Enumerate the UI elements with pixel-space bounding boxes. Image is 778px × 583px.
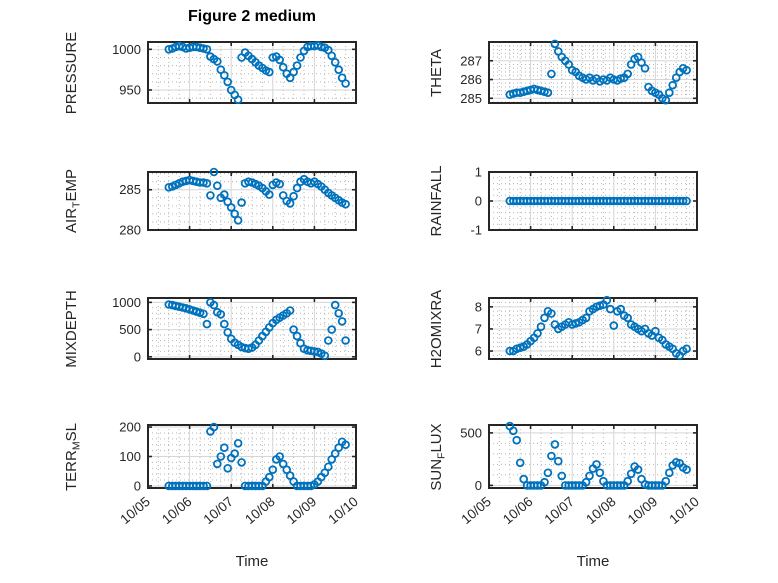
- xtick-label: 10/06: [159, 494, 195, 527]
- ylabel-text: EMP: [63, 169, 80, 202]
- ytick-label: 286: [460, 72, 482, 87]
- xlabel-time-left: Time: [235, 553, 269, 570]
- ytick-label: 0: [475, 194, 482, 209]
- axes-box: [147, 297, 357, 360]
- ytick-label: 0: [134, 478, 141, 493]
- xtick-label: 10/08: [242, 494, 278, 527]
- figure-title: Figure 2 medium: [187, 8, 317, 25]
- axes-box: [488, 41, 698, 104]
- xtick-label: 10/07: [542, 494, 578, 527]
- xtick-label: 10/05: [117, 494, 153, 527]
- ytick-label: 7: [475, 321, 482, 336]
- ytick-label: 285: [119, 182, 141, 197]
- data-markers: [164, 298, 350, 361]
- subplot-pressure: 950 1000: [112, 40, 357, 104]
- ytick-label: 6: [475, 344, 482, 359]
- ytick-label: 287: [460, 53, 482, 68]
- tick-marks: [488, 171, 698, 231]
- ylabel-terr-msl: TERRMSL: [61, 347, 83, 567]
- xtick-label: 10/10: [325, 494, 361, 527]
- data-markers: [505, 295, 691, 360]
- xtick-label: 10/09: [284, 494, 320, 527]
- ytick-label: 1: [475, 165, 482, 180]
- ytick-label: 8: [475, 299, 482, 314]
- ytick-label: 500: [460, 425, 482, 440]
- subplot-terr-msl: 0 100 200 10/05 10/06 10/07 10/08 10/09 10/10: [117, 420, 361, 527]
- ytick-label: 500: [119, 322, 141, 337]
- ylabel-subscript: M: [70, 440, 83, 450]
- ylabel-subscript: T: [70, 201, 83, 208]
- ytick-label: 0: [134, 349, 141, 364]
- subplot-theta: 285 286 287: [460, 39, 698, 106]
- ylabel-text: SL: [63, 422, 80, 441]
- ytick-label: 280: [119, 223, 141, 238]
- xtick-label: 10/08: [583, 494, 619, 527]
- xtick-label: 10/10: [666, 494, 702, 527]
- tick-marks: [147, 298, 357, 359]
- ytick-label: 0: [475, 478, 482, 493]
- data-markers: [505, 39, 691, 105]
- data-markers: [164, 422, 350, 491]
- subplot-sun-flux: 0 500 10/05 10/06 10/07 10/08 10/09 10/10: [458, 421, 702, 527]
- ylabel-text: THETA: [428, 48, 445, 97]
- ylabel-text: LUX: [428, 422, 445, 453]
- data-markers: [505, 421, 691, 490]
- xtick-label: 10/06: [500, 494, 536, 527]
- ytick-label: 285: [460, 91, 482, 106]
- data-markers: [164, 40, 350, 104]
- ytick-label: 200: [119, 420, 141, 435]
- ytick-label: 100: [119, 449, 141, 464]
- axes-box: [147, 171, 357, 231]
- subplot-mixdepth: 0 500 1000: [112, 295, 357, 364]
- ytick-label: 1000: [112, 295, 141, 310]
- ylabel-sun-flux: SUNFLUX: [426, 347, 448, 567]
- subplot-air-temp: 280 285: [119, 167, 357, 238]
- data-markers: [164, 167, 350, 225]
- ylabel-subscript: F: [435, 452, 448, 459]
- ylabel-text: SUN: [428, 458, 445, 491]
- axes-box: [147, 41, 357, 104]
- xlabel-time-right: Time: [576, 553, 610, 570]
- ytick-label: -1: [470, 223, 482, 238]
- subplot-rainfall: -1 0 1: [470, 165, 698, 238]
- data-markers: [505, 196, 691, 206]
- ylabel-text: TERR: [63, 449, 80, 491]
- axes-box: [488, 424, 698, 489]
- tick-marks: [488, 42, 698, 103]
- ytick-label: 1000: [112, 42, 141, 57]
- subplot-h2omixra: 6 7 8: [475, 295, 698, 360]
- xtick-label: 10/07: [201, 494, 237, 527]
- xtick-label: 10/05: [458, 494, 494, 527]
- ytick-label: 950: [119, 82, 141, 97]
- tick-marks: [147, 172, 357, 231]
- tick-marks: [488, 298, 698, 359]
- xtick-label: 10/09: [625, 494, 661, 527]
